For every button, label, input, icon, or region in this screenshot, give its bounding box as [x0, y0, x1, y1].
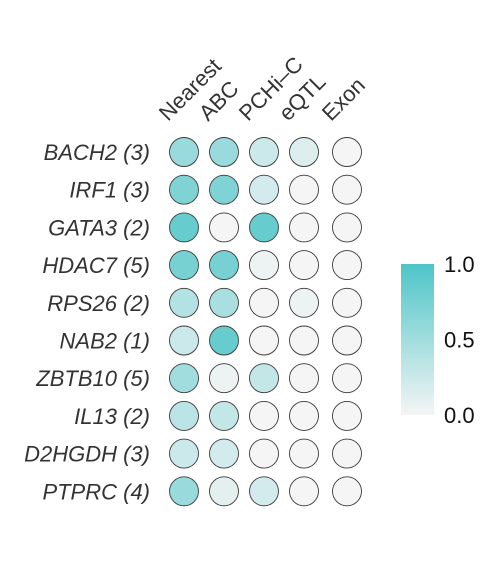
heatmap-dot: [332, 400, 362, 431]
heatmap-dot: [169, 438, 199, 469]
heatmap-dot: [289, 476, 319, 507]
row-labels: BACH2 (3) IRF1 (3) GATA3 (2) HDAC7 (5) RPS26…: [24, 140, 150, 504]
heatmap-dot: [209, 363, 239, 394]
heatmap-dot: [332, 287, 362, 318]
heatmap-dot: [169, 174, 199, 205]
heatmap-dot: [332, 325, 362, 356]
heatmap-dot: [332, 212, 362, 243]
row-label: IL13 (2): [74, 404, 150, 429]
row-label: IRF1 (3): [69, 178, 150, 203]
heatmap-dot: [332, 137, 362, 167]
heatmap-dot: [169, 137, 199, 167]
heatmap-dot: [249, 363, 279, 394]
heatmap-dot: [249, 438, 279, 469]
row-label: D2HGDH (3): [24, 442, 150, 467]
heatmap-dot: [209, 438, 239, 469]
heatmap-dot: [332, 250, 362, 281]
row-label: GATA3 (2): [48, 215, 150, 240]
dot-grid: [169, 137, 362, 507]
heatmap-dot: [249, 325, 279, 356]
heatmap-dot: [209, 174, 239, 205]
heatmap-dot: [289, 400, 319, 431]
row-label: RPS26 (2): [47, 291, 150, 316]
heatmap-dot: [289, 137, 319, 167]
heatmap-dot: [289, 250, 319, 281]
row-label: NAB2 (1): [60, 329, 150, 354]
heatmap-dot: [209, 250, 239, 281]
heatmap-dot: [169, 325, 199, 356]
heatmap-dot: [289, 212, 319, 243]
heatmap-dot: [249, 212, 279, 243]
heatmap-dot: [332, 363, 362, 394]
colorbar: [401, 264, 434, 415]
heatmap-dot: [209, 287, 239, 318]
heatmap-dot: [332, 174, 362, 205]
heatmap-dot: [169, 400, 199, 431]
heatmap-dot: [209, 325, 239, 356]
row-label: PTPRC (4): [42, 479, 150, 504]
heatmap-dot: [169, 476, 199, 507]
row-label: HDAC7 (5): [42, 253, 150, 278]
colorbar-tick-label: 0.5: [444, 328, 475, 353]
colorbar-gradient: [401, 264, 434, 415]
heatmap-dot: [289, 287, 319, 318]
heatmap-dot: [249, 137, 279, 167]
column-label: Exon: [317, 72, 370, 125]
colorbar-ticks: 1.0 0.5 0.0: [444, 252, 475, 428]
heatmap-dot: [289, 325, 319, 356]
heatmap-dot: [332, 438, 362, 469]
heatmap-dot: [249, 400, 279, 431]
heatmap-dot: [249, 287, 279, 318]
heatmap-dot: [249, 476, 279, 507]
heatmap-dot: [169, 250, 199, 281]
heatmap-dot: [209, 400, 239, 431]
heatmap-dot: [169, 287, 199, 318]
heatmap-dot: [249, 174, 279, 205]
heatmap-dot: [209, 476, 239, 507]
heatmap-dot: [289, 363, 319, 394]
heatmap-dot: [169, 363, 199, 394]
heatmap-dot: [209, 212, 239, 243]
row-label: ZBTB10 (5): [35, 366, 150, 391]
heatmap-dot: [289, 438, 319, 469]
colorbar-tick-label: 1.0: [444, 252, 475, 277]
colorbar-tick-label: 0.0: [444, 403, 475, 428]
heatmap-dot: [332, 476, 362, 507]
row-label: BACH2 (3): [44, 140, 150, 165]
heatmap-dot: [249, 250, 279, 281]
heatmap-dot: [169, 212, 199, 243]
heatmap-dot: [209, 137, 239, 167]
heatmap-dot: [289, 174, 319, 205]
